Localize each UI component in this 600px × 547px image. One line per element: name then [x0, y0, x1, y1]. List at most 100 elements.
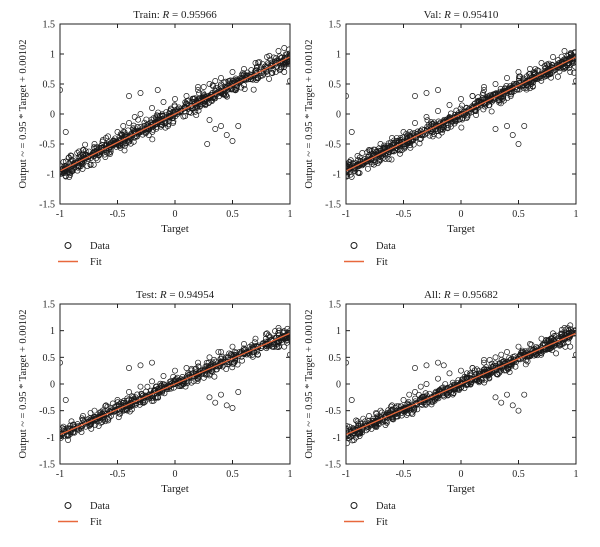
y-tick-label: 0 — [336, 380, 341, 391]
data-point — [379, 415, 386, 422]
data-point — [135, 116, 142, 123]
data-point — [432, 392, 439, 399]
data-point — [359, 149, 366, 156]
data-point — [360, 159, 367, 166]
data-point — [281, 57, 288, 63]
data-point — [538, 335, 545, 342]
data-point — [366, 147, 372, 153]
data-point — [459, 102, 465, 109]
data-point — [366, 413, 372, 419]
data-point — [154, 388, 161, 395]
y-tick-label: -1 — [47, 170, 55, 181]
data-point — [281, 45, 288, 51]
data-point — [229, 138, 236, 144]
title-prefix: Val: — [424, 9, 444, 21]
data-point — [353, 417, 360, 424]
data-point — [223, 85, 230, 92]
data-point — [246, 351, 253, 358]
data-point — [223, 132, 230, 138]
data-points — [346, 322, 576, 447]
data-point — [527, 76, 533, 83]
data-point — [395, 403, 402, 409]
data-point — [573, 78, 576, 84]
data-point — [400, 139, 407, 146]
data-point — [427, 122, 434, 129]
data-point — [218, 88, 224, 95]
data-point — [229, 82, 236, 89]
data-point — [68, 153, 75, 159]
data-point — [360, 424, 367, 431]
legend-fit-label: Fit — [90, 257, 102, 268]
data-point — [555, 73, 561, 80]
data-point — [550, 65, 556, 72]
data-point — [123, 397, 130, 404]
data-point — [509, 85, 516, 92]
data-point — [226, 350, 233, 357]
data-point — [211, 373, 218, 380]
data-point — [88, 425, 95, 432]
data-point — [393, 413, 400, 420]
data-point — [195, 84, 201, 90]
data-point — [177, 378, 184, 385]
data-point — [263, 331, 269, 338]
data-point — [498, 399, 505, 406]
x-tick-label: -0.5 — [396, 469, 412, 480]
y-tick-label: -1.5 — [39, 460, 55, 471]
data-point — [346, 359, 349, 366]
data-point — [65, 427, 72, 434]
data-point — [126, 120, 132, 126]
data-point — [253, 348, 260, 355]
legend-data-marker — [64, 242, 72, 249]
data-point — [141, 398, 148, 405]
data-point — [504, 75, 510, 81]
y-axis-label: Output ~ = 0.95 * Target + 0.00102 — [18, 39, 29, 188]
title-prefix: Train: — [133, 9, 162, 21]
data-point — [346, 93, 349, 99]
data-point — [512, 363, 519, 370]
data-point — [528, 341, 535, 348]
x-axis-label: Target — [447, 483, 475, 495]
data-point — [376, 145, 383, 152]
x-tick-label: 1 — [574, 469, 579, 480]
data-point — [488, 95, 494, 102]
data-point — [93, 150, 100, 156]
data-point — [515, 355, 522, 362]
data-point — [425, 399, 432, 406]
data-point — [452, 383, 459, 390]
data-point — [388, 156, 395, 163]
data-point — [498, 351, 505, 358]
data-point — [509, 402, 516, 409]
data-point — [120, 123, 127, 129]
data-point — [504, 88, 510, 95]
data-point — [532, 351, 539, 358]
data-point — [383, 148, 390, 155]
data-point — [235, 123, 242, 129]
data-point — [463, 115, 470, 121]
data-point — [555, 62, 562, 69]
data-point — [84, 163, 91, 170]
data-point — [177, 108, 184, 114]
data-point — [248, 342, 255, 349]
data-point — [435, 132, 442, 139]
data-point — [504, 95, 511, 102]
data-point — [223, 402, 230, 409]
data-point — [88, 417, 95, 424]
data-point — [538, 345, 545, 352]
legend-fit-label: Fit — [376, 517, 388, 528]
data-point — [504, 360, 510, 367]
data-point — [449, 391, 456, 398]
data-point — [222, 78, 229, 85]
data-point — [149, 378, 155, 385]
data-point — [545, 337, 552, 344]
data-point — [195, 99, 201, 106]
data-point — [75, 148, 82, 155]
data-point — [446, 102, 453, 108]
legend-data-label: Data — [90, 501, 110, 512]
data-point — [137, 383, 144, 390]
data-point — [272, 69, 279, 76]
data-point — [137, 362, 144, 369]
data-point — [269, 343, 276, 350]
chart-val: Val: R = 0.95410-1 -0.5 0 0.5 1-1.5-1-0.500.… — [304, 9, 579, 268]
data-point — [241, 341, 247, 347]
data-point — [201, 91, 208, 98]
